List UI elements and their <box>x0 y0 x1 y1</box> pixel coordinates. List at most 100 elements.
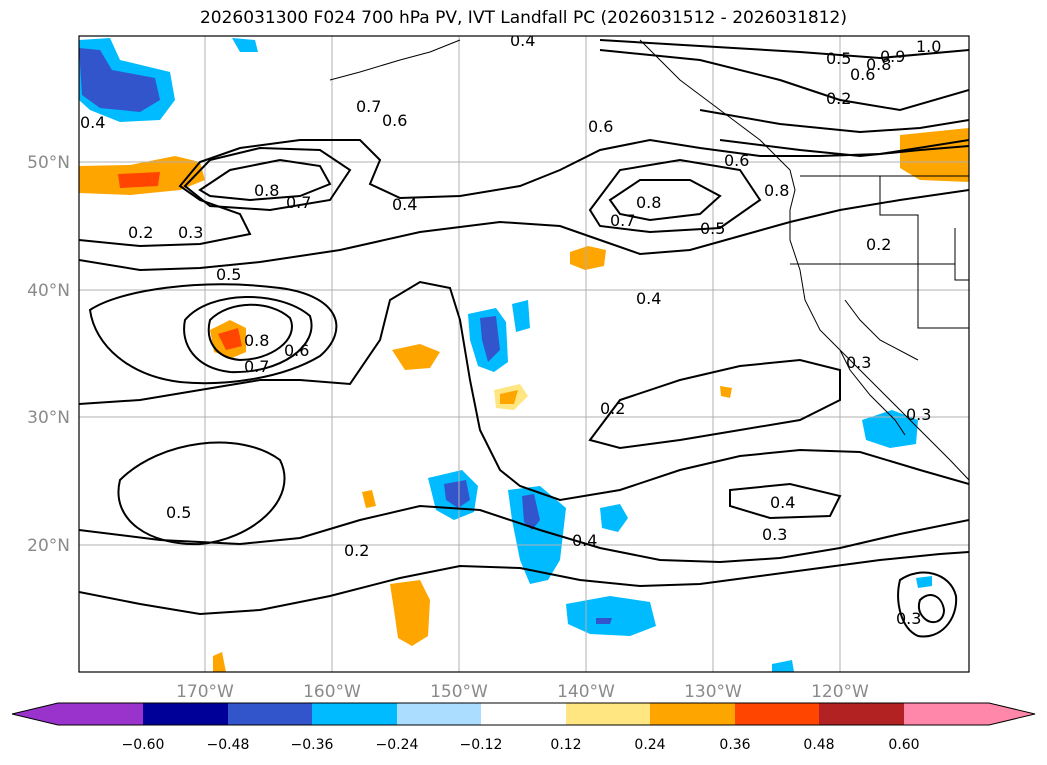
contour-label: 0.2 <box>128 223 153 242</box>
contour-label: 0.5 <box>700 219 725 238</box>
colorbar-tick-label: −0.60 <box>122 737 165 753</box>
contour-label: 0.7 <box>356 97 381 116</box>
contour-label: 1.0 <box>916 37 941 56</box>
colorbar-segment <box>312 703 397 725</box>
pv-contour-08-c <box>207 303 293 362</box>
colorbar-segment <box>397 703 481 725</box>
pv-contour-north-2 <box>599 39 969 60</box>
pv-contour-07 <box>183 146 352 212</box>
state-borders-2 <box>790 228 969 329</box>
positive-anomaly-core <box>118 172 160 188</box>
colorbar-tick-label: −0.24 <box>376 737 419 753</box>
negative-anomaly-core <box>596 618 612 624</box>
contour-label: 0.4 <box>770 493 795 512</box>
colorbar-segment <box>228 703 312 725</box>
colorbar-segment <box>735 703 819 725</box>
colorbar-segment <box>481 703 566 725</box>
contour-label: 0.6 <box>850 65 875 84</box>
positive-anomaly-region <box>362 490 376 508</box>
contour-label: 0.4 <box>636 289 661 308</box>
contour-label: 0.3 <box>762 525 787 544</box>
negative-anomaly-region <box>600 504 628 532</box>
pv-contour-03 <box>79 280 969 502</box>
baja-peninsula <box>839 349 906 436</box>
contour-label: 0.4 <box>510 31 535 50</box>
contour-label: 0.8 <box>244 331 269 350</box>
pv-contour-north-3 <box>699 109 969 134</box>
contour-label: 0.4 <box>392 195 417 214</box>
negative-anomaly-region <box>566 596 656 636</box>
pv-contour-north-4 <box>719 139 969 158</box>
lat-label: 40°N <box>27 281 70 301</box>
map-frame <box>78 35 970 673</box>
contour-label: 0.2 <box>600 399 625 418</box>
pv-contour-03-c <box>917 594 946 624</box>
map-panel: 0.4 0.8 0.9 1.0 0.5 0.6 0.2 0.7 0.6 0.4 … <box>78 31 970 673</box>
contour-label: 0.2 <box>344 541 369 560</box>
colorbar-tick-label: 0.12 <box>550 737 581 753</box>
pv-contour-04 <box>79 138 969 248</box>
negative-anomaly-region <box>232 38 258 52</box>
aleutian-coast <box>329 39 461 81</box>
positive-anomaly-region <box>213 652 226 672</box>
colorbar-outline <box>11 702 1036 726</box>
colorbar-extend-high <box>904 703 1035 725</box>
negative-anomaly-core <box>79 48 160 112</box>
negative-anomaly-region <box>508 486 566 584</box>
colorbar-extend-low <box>12 703 143 725</box>
pv-contour-07-b <box>588 158 762 234</box>
colorbar-tick-label: 0.36 <box>719 737 750 753</box>
contour-label: 0.4 <box>572 531 597 550</box>
contour-label: 0.3 <box>846 353 871 372</box>
contour-label: 0.5 <box>166 503 191 522</box>
lon-label: 120°W <box>811 682 869 702</box>
positive-anomaly-region <box>570 246 606 270</box>
positive-anomaly-region <box>900 128 969 182</box>
lat-label: 20°N <box>27 536 70 556</box>
negative-anomaly-region <box>512 300 530 332</box>
pv-contour-02-b <box>79 504 969 564</box>
coastlines <box>329 39 969 481</box>
contour-label: 0.7 <box>610 211 635 230</box>
pv-contour-05-b <box>117 441 286 546</box>
lon-label: 150°W <box>430 682 488 702</box>
contour-label: 0.4 <box>80 113 105 132</box>
colorbar-segment <box>143 703 228 725</box>
contour-label: 0.8 <box>254 181 279 200</box>
positive-anomaly-core <box>218 328 242 350</box>
colorbar: −0.60 −0.48 −0.36 −0.24 −0.12 0.12 0.24 … <box>11 702 1036 753</box>
west-coast-north-america <box>639 39 969 481</box>
lon-label: 140°W <box>557 682 615 702</box>
contour-label: 0.3 <box>896 609 921 628</box>
state-borders-3 <box>844 299 919 361</box>
lon-label: 160°W <box>303 682 361 702</box>
colorbar-tick-label: −0.48 <box>207 737 250 753</box>
negative-anomaly-region <box>862 410 918 448</box>
contour-label: 0.6 <box>724 151 749 170</box>
contour-label: 0.3 <box>178 223 203 242</box>
longitude-labels: 170°W 160°W 150°W 140°W 130°W 120°W <box>176 682 869 702</box>
contour-label: 0.2 <box>866 235 891 254</box>
lon-label: 130°W <box>684 682 742 702</box>
contour-labels: 0.4 0.8 0.9 1.0 0.5 0.6 0.2 0.7 0.6 0.4 … <box>80 31 941 628</box>
contour-label: 0.8 <box>764 181 789 200</box>
positive-anomaly-region <box>392 344 440 370</box>
pv-contour-north-1 <box>599 49 969 112</box>
state-borders <box>879 176 955 265</box>
contour-label: 0.5 <box>216 265 241 284</box>
lon-label: 170°W <box>176 682 234 702</box>
pv-contour-05 <box>79 189 969 272</box>
pv-contour-07-c <box>183 296 313 374</box>
contour-label: 0.8 <box>866 55 891 74</box>
contour-label: 0.7 <box>244 357 269 376</box>
contour-label: 0.6 <box>382 111 407 130</box>
contour-label: 0.6 <box>284 341 309 360</box>
colorbar-segment <box>566 703 650 725</box>
latitude-labels: 50°N 40°N 30°N 20°N <box>27 153 70 556</box>
pv-contour-south <box>79 551 969 616</box>
negative-anomaly-core <box>522 494 540 530</box>
pv-contour-04-b <box>729 482 842 520</box>
pv-contour-08 <box>198 158 332 202</box>
pv-contour-06 <box>88 283 338 385</box>
